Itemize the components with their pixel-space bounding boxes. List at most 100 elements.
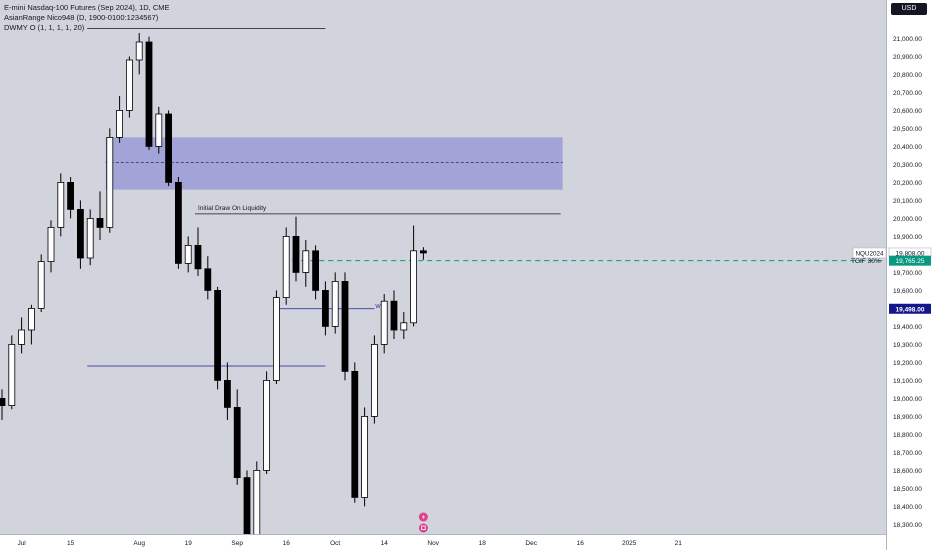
candle-body <box>135 41 143 61</box>
level-lines[interactable] <box>87 28 886 367</box>
candle-body <box>116 110 123 138</box>
candle-body <box>67 181 74 210</box>
candle-body <box>312 250 320 291</box>
flash-icon-glyph <box>421 514 425 520</box>
candle-body <box>184 244 192 264</box>
candle[interactable] <box>321 281 329 336</box>
candle[interactable] <box>96 191 104 240</box>
candle[interactable] <box>0 389 6 420</box>
candle-body <box>302 250 310 273</box>
indicator-asian-range[interactable]: AsianRange Nico948 (D, 1900-0100:1234567… <box>4 13 159 22</box>
candle[interactable] <box>47 220 55 273</box>
candle-body <box>126 59 133 111</box>
candle[interactable] <box>194 227 202 276</box>
candle-body <box>400 322 408 331</box>
candle[interactable] <box>8 335 16 410</box>
candle-body <box>243 477 251 543</box>
candle[interactable] <box>263 371 271 474</box>
symbol-title[interactable]: E-mini Nasdaq-100 Futures (Sep 2024), 1D… <box>4 3 170 12</box>
candle-body <box>380 300 388 345</box>
candle[interactable] <box>233 389 241 485</box>
earnings-icon-glyph <box>421 525 426 530</box>
candle-body <box>272 297 280 381</box>
candle[interactable] <box>57 173 65 237</box>
candle-body <box>253 469 261 543</box>
candle[interactable] <box>292 216 300 282</box>
time-axis[interactable] <box>0 534 886 550</box>
candle[interactable] <box>223 362 231 420</box>
candle-body <box>370 343 378 417</box>
level-marker-label: W <box>375 304 381 310</box>
liquidity-label: Initial Draw On Liquidity <box>198 205 267 212</box>
candle-body <box>0 397 6 406</box>
candle-body <box>37 261 45 309</box>
candle[interactable] <box>37 254 45 312</box>
candle[interactable] <box>419 247 427 260</box>
candle[interactable] <box>18 317 26 354</box>
candle-body <box>223 379 231 408</box>
candle[interactable] <box>361 407 369 507</box>
candle-body <box>57 181 65 228</box>
candle[interactable] <box>370 335 378 424</box>
candle[interactable] <box>77 200 84 269</box>
candle[interactable] <box>214 286 222 390</box>
currency-button[interactable]: USD <box>891 3 927 15</box>
candle[interactable] <box>27 304 35 345</box>
candle[interactable] <box>302 240 310 287</box>
zone-rect[interactable] <box>105 137 563 190</box>
candle[interactable] <box>116 96 123 143</box>
candle[interactable] <box>380 294 388 354</box>
candle[interactable] <box>174 177 182 269</box>
candle[interactable] <box>145 36 153 150</box>
chart-legend: E-mini Nasdaq-100 Futures (Sep 2024), 1D… <box>4 3 170 33</box>
candle-body <box>292 235 300 273</box>
candle-body <box>155 113 163 147</box>
candle[interactable] <box>312 245 320 300</box>
candle[interactable] <box>86 209 94 266</box>
candle-body <box>194 244 202 270</box>
candle-body <box>8 343 16 406</box>
candle-body <box>341 280 349 372</box>
candle[interactable] <box>272 290 280 384</box>
candle[interactable] <box>184 236 192 273</box>
candle[interactable] <box>204 256 212 300</box>
candle[interactable] <box>155 106 163 154</box>
candle[interactable] <box>331 272 339 334</box>
candle[interactable] <box>400 312 408 339</box>
candle-body <box>214 289 222 381</box>
candle-body <box>390 300 398 331</box>
candle-body <box>145 41 153 147</box>
candle[interactable] <box>135 33 143 75</box>
candle[interactable] <box>351 362 359 503</box>
candle-body <box>106 136 114 228</box>
candle-body <box>86 217 94 259</box>
price-axis[interactable] <box>886 0 932 550</box>
candle-body <box>174 181 182 264</box>
candle[interactable] <box>341 272 349 381</box>
candle-body <box>331 280 339 327</box>
candle[interactable] <box>282 227 290 305</box>
candle[interactable] <box>67 177 74 219</box>
flash-icon[interactable] <box>418 512 428 522</box>
candle[interactable] <box>106 128 114 233</box>
event-icons[interactable] <box>418 512 428 533</box>
earnings-icon[interactable] <box>418 523 428 533</box>
indicator-dwmy[interactable]: DWMY O (1, 1, 1, 1, 20) <box>4 23 85 32</box>
candle[interactable] <box>390 290 398 339</box>
candles[interactable] <box>0 33 427 550</box>
candle-body <box>263 379 271 471</box>
candle-body <box>233 406 241 478</box>
candle-body <box>96 217 104 228</box>
candle-body <box>165 113 173 183</box>
candle-body <box>204 268 212 291</box>
candle[interactable] <box>126 56 133 118</box>
candle-body <box>321 289 329 327</box>
candle[interactable] <box>165 110 173 186</box>
liquidity-zone[interactable] <box>105 137 563 190</box>
candle-body <box>77 208 84 259</box>
candle[interactable] <box>410 225 418 327</box>
candle-body <box>351 370 359 498</box>
candle-body <box>18 329 26 345</box>
